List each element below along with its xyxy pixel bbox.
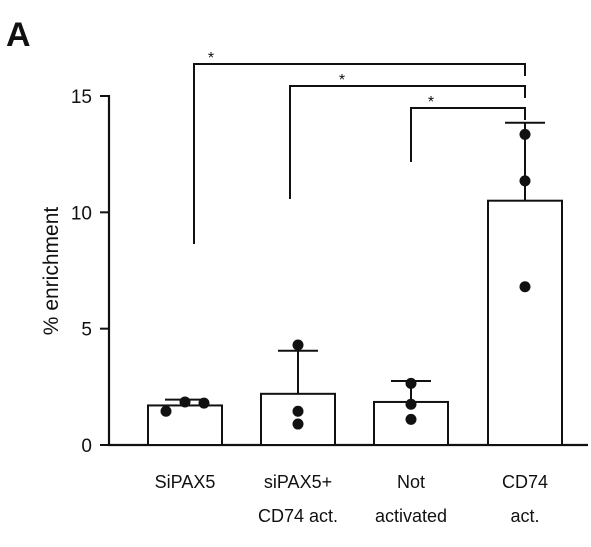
significance-bracket <box>410 107 526 162</box>
data-point <box>405 413 417 425</box>
data-point <box>519 128 531 140</box>
data-point <box>405 377 417 389</box>
data-point <box>198 397 210 409</box>
y-axis-title: % enrichment <box>40 207 63 336</box>
significance-star: * <box>208 50 214 67</box>
panel-label: A <box>6 16 31 54</box>
significance-star: * <box>428 94 434 111</box>
bar <box>147 404 223 446</box>
bar <box>487 199 563 446</box>
y-tick-label: 5 <box>81 320 92 341</box>
x-tick-label: Not <box>397 472 425 492</box>
x-tick-label: SiPAX5 <box>155 472 216 492</box>
data-point <box>292 405 304 417</box>
data-point <box>179 396 191 408</box>
x-tick-label: act. <box>510 506 539 526</box>
x-tick-label: activated <box>375 506 447 526</box>
significance-bracket <box>289 85 526 199</box>
y-tick-label: 10 <box>71 203 92 224</box>
data-point <box>519 175 531 187</box>
plot-area: 0 5 10 15 SiPAX5 siPAX5+ CD74 act. Not activated… <box>71 50 588 526</box>
data-point <box>292 339 304 351</box>
data-point <box>160 405 172 417</box>
data-point <box>292 418 304 430</box>
x-tick-label: CD74 <box>502 472 548 492</box>
data-point <box>519 281 531 293</box>
significance-star: * <box>339 72 345 89</box>
x-tick-label: siPAX5+ <box>264 472 332 492</box>
y-tick-label: 0 <box>81 436 92 457</box>
x-tick-label: CD74 act. <box>258 506 338 526</box>
significance-bracket <box>193 63 526 244</box>
y-tick-label: 15 <box>71 87 92 108</box>
data-point <box>405 398 417 410</box>
